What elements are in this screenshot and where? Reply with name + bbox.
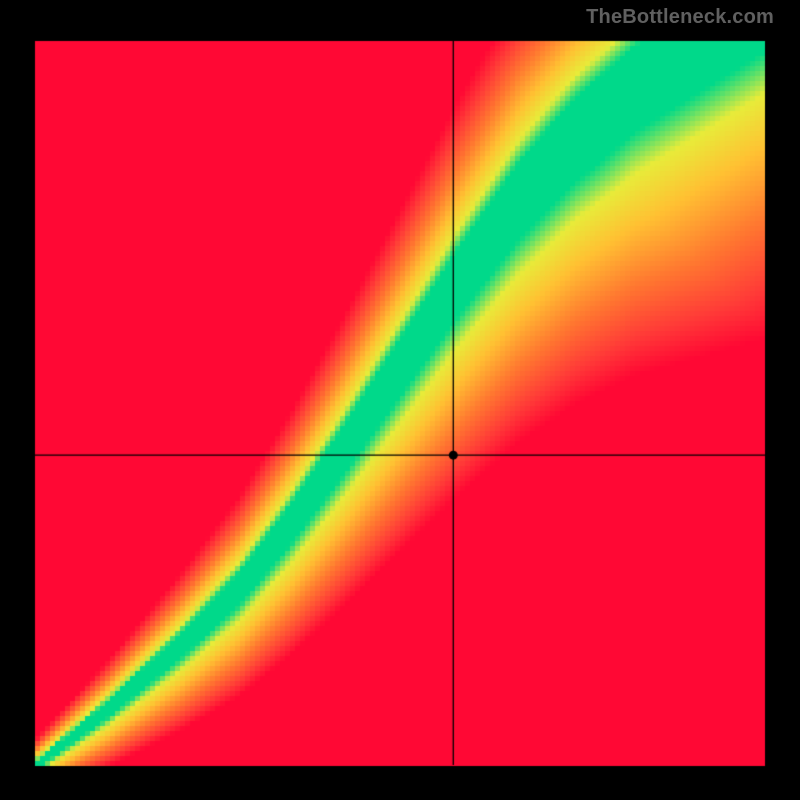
chart-container: TheBottleneck.com bbox=[0, 0, 800, 800]
watermark: TheBottleneck.com bbox=[586, 6, 774, 29]
bottleneck-heatmap bbox=[0, 0, 800, 800]
